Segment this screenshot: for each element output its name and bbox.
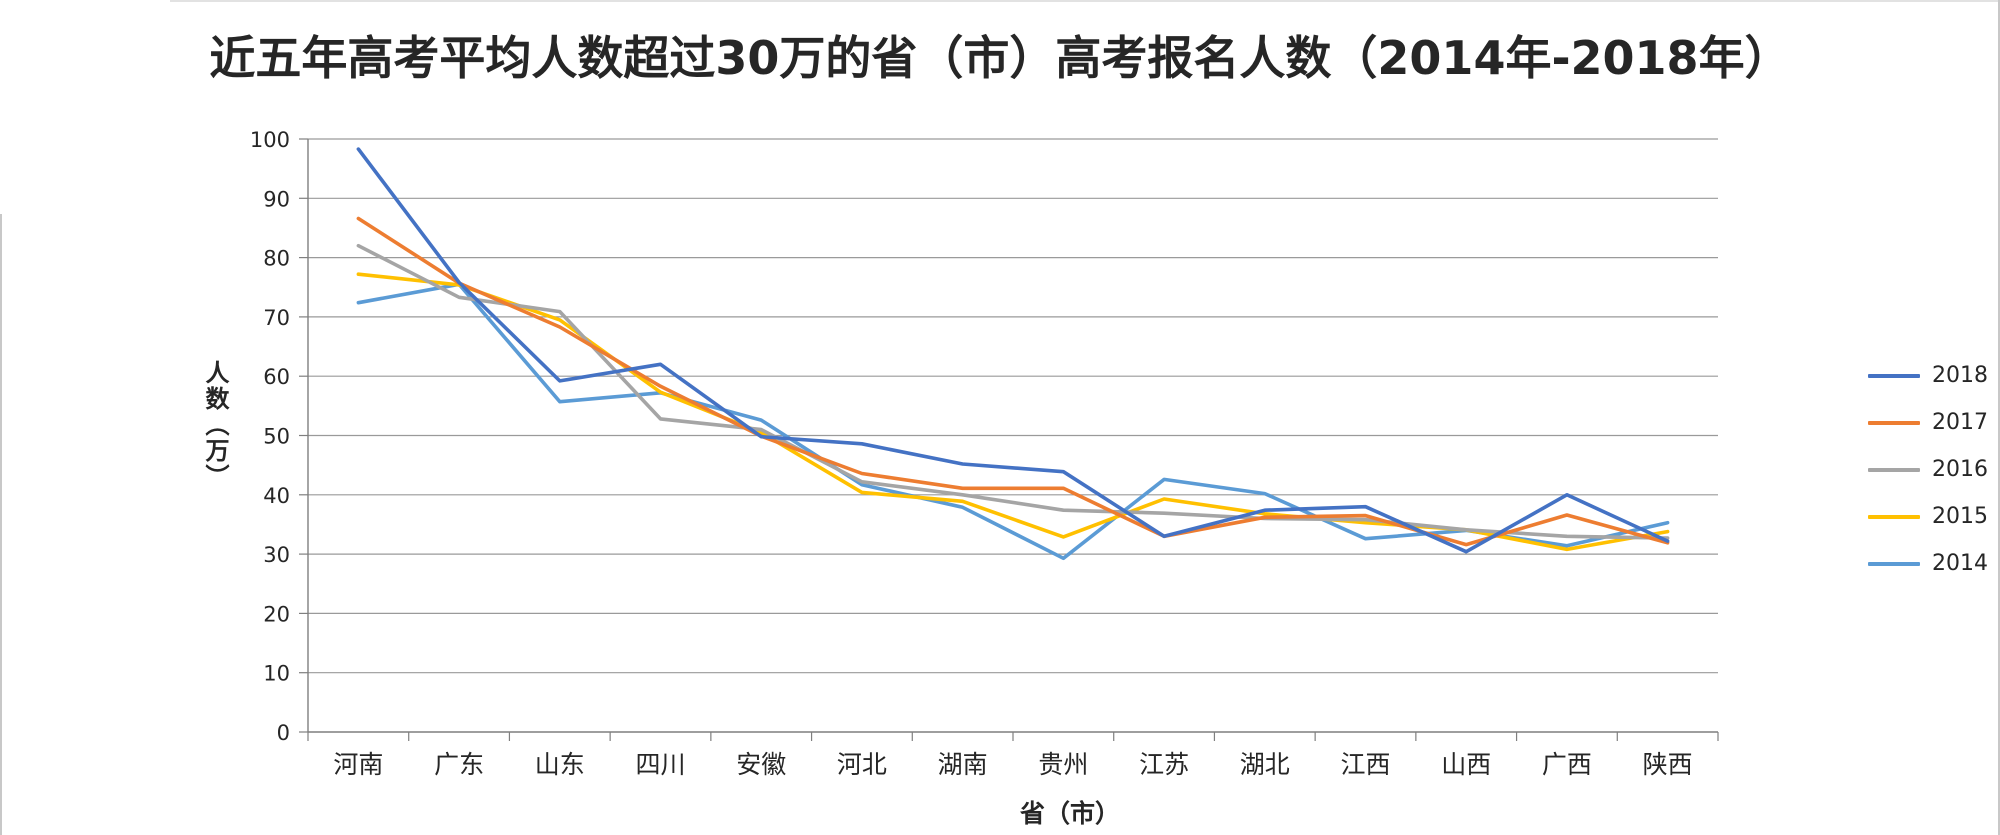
legend-item-2016[interactable]: 2016: [1868, 446, 1988, 493]
legend-item-2014[interactable]: 2014: [1868, 540, 1988, 587]
y-tick-label: 90: [263, 187, 290, 211]
legend-swatch: [1868, 420, 1920, 425]
y-tick-label: 20: [263, 602, 290, 626]
legend-swatch: [1868, 467, 1920, 472]
x-tick-label: 河南: [333, 750, 383, 779]
legend-label: 2016: [1932, 457, 1988, 482]
x-tick-label: 四川: [635, 750, 685, 779]
x-axis-title: 省（市）: [1019, 799, 1120, 828]
x-tick-label: 江苏: [1139, 750, 1189, 779]
series-line-2015: [356, 272, 1670, 552]
x-tick-label: 湖北: [1240, 750, 1290, 779]
chart-legend: 2018 2017 2016 2015 2014: [1868, 352, 1988, 587]
y-tick-label: 70: [263, 306, 290, 330]
series-line-2018: [356, 147, 1670, 554]
legend-swatch: [1868, 373, 1920, 378]
y-tick-label: 30: [263, 543, 290, 567]
legend-item-2018[interactable]: 2018: [1868, 352, 1988, 399]
y-axis-title: 人数（万）: [201, 360, 229, 490]
legend-label: 2014: [1932, 551, 1988, 576]
x-tick-label: 安徽: [736, 750, 786, 779]
y-tick-label: 40: [263, 484, 290, 508]
y-tick-label: 100: [250, 128, 290, 152]
sheet-border-top: [170, 0, 2000, 2]
x-tick-label: 山西: [1441, 750, 1491, 779]
legend-swatch: [1868, 561, 1920, 566]
x-tick-label: 河北: [837, 750, 887, 779]
legend-item-2015[interactable]: 2015: [1868, 493, 1988, 540]
series-line-2016: [356, 243, 1670, 540]
legend-label: 2017: [1932, 410, 1988, 435]
legend-swatch: [1868, 514, 1920, 519]
x-tick-label: 广东: [434, 750, 484, 779]
legend-item-2017[interactable]: 2017: [1868, 399, 1988, 446]
x-tick-label: 贵州: [1038, 750, 1088, 779]
y-tick-label: 80: [263, 247, 290, 271]
x-tick-label: 湖南: [938, 750, 988, 779]
y-tick-label: 0: [277, 721, 290, 745]
y-tick-label: 60: [263, 365, 290, 389]
sheet-border-right: [1998, 0, 2000, 835]
sheet-border-left: [0, 214, 2, 835]
x-tick-label: 广西: [1542, 750, 1592, 779]
y-tick-label: 10: [263, 662, 290, 686]
x-tick-label: 江西: [1340, 750, 1390, 779]
x-tick-label: 山东: [535, 750, 585, 779]
y-tick-label: 50: [263, 425, 290, 449]
legend-label: 2015: [1932, 504, 1988, 529]
x-tick-label: 陕西: [1643, 750, 1693, 779]
chart-title: 近五年高考平均人数超过30万的省（市）高考报名人数（2014年-2018年）: [209, 31, 1791, 85]
legend-label: 2018: [1932, 363, 1988, 388]
series-line-2014: [356, 282, 1670, 561]
series-line-2017: [356, 216, 1670, 547]
